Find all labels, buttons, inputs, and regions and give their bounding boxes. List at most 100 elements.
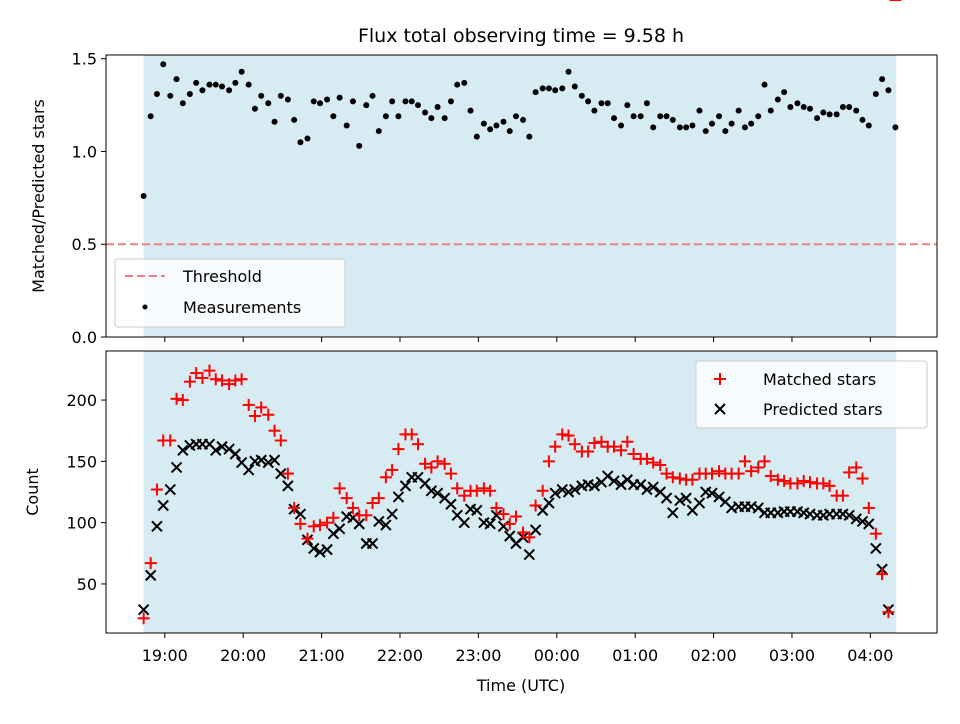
measurement-point xyxy=(552,87,559,94)
measurement-point xyxy=(741,124,748,131)
measurement-point xyxy=(833,111,840,118)
predicted-stars-point xyxy=(674,494,686,507)
matched-stars-point xyxy=(235,373,248,386)
matched-stars-point xyxy=(529,499,542,512)
matched-stars-point xyxy=(307,520,320,533)
matched-stars-point xyxy=(314,519,327,532)
matched-stars-point xyxy=(595,435,608,448)
matched-stars-point xyxy=(137,612,150,625)
matched-stars-point xyxy=(627,447,640,460)
predicted-stars-point xyxy=(373,515,385,528)
bottom-y-tick-label: 50 xyxy=(77,575,97,594)
measurement-point xyxy=(545,85,552,92)
matched-stars-point xyxy=(170,392,183,405)
top-y-axis-label: Matched/Predicted stars xyxy=(29,99,48,293)
measurement-point xyxy=(212,81,219,88)
measurement-point xyxy=(702,128,709,135)
x-tick-label: 03:00 xyxy=(769,646,815,665)
x-tick-label: 01:00 xyxy=(612,646,658,665)
predicted-stars-point xyxy=(543,497,555,509)
measurement-point xyxy=(748,120,755,127)
measurement-point xyxy=(872,90,879,97)
matched-stars-point xyxy=(862,501,875,514)
top-y-tick-label: 1.0 xyxy=(72,142,97,161)
predicted-stars-point xyxy=(549,487,561,499)
predicted-stars-point xyxy=(863,518,875,530)
predicted-stars-point xyxy=(856,515,869,528)
predicted-stars-point xyxy=(490,509,503,522)
measurement-point xyxy=(624,102,631,109)
predicted-stars-point xyxy=(608,475,620,487)
predicted-stars-point xyxy=(843,509,855,522)
measurement-point xyxy=(865,122,872,129)
bottom-y-axis-label: Count xyxy=(23,468,42,516)
matched-stars-point xyxy=(608,440,621,453)
matched-stars-point xyxy=(706,467,719,480)
measurement-point xyxy=(879,76,886,83)
matched-stars-point xyxy=(248,409,261,422)
matched-stars-point xyxy=(640,452,653,465)
measurement-point xyxy=(643,100,650,107)
predicted-stars-point xyxy=(268,454,281,466)
predicted-stars-point xyxy=(170,461,183,474)
measurement-point xyxy=(859,116,866,123)
matched-stars-point xyxy=(771,473,784,486)
matched-stars-point xyxy=(470,484,483,497)
predicted-stars-point xyxy=(647,481,659,493)
legend-predicted-swatch xyxy=(714,403,726,415)
measurement-point xyxy=(774,96,781,103)
measurement-point xyxy=(781,89,788,96)
matched-stars-point xyxy=(738,455,751,468)
bottom-x-axis: 19:00 20:00 21:00 22:00 23:00 00:00 01:00 02:00… xyxy=(142,633,893,665)
matched-stars-point xyxy=(582,445,595,458)
legend-measurements-swatch xyxy=(142,304,148,310)
measurement-point xyxy=(147,113,154,120)
measurement-point xyxy=(846,103,853,110)
measurement-point xyxy=(160,61,167,68)
matched-stars-point xyxy=(778,474,791,487)
matched-stars-point xyxy=(536,484,549,497)
measurement-point xyxy=(755,113,762,120)
measurement-point xyxy=(199,87,206,94)
measurement-point xyxy=(343,122,350,129)
matched-stars-point xyxy=(654,459,667,472)
measurement-point xyxy=(696,107,703,114)
predicted-stars-point xyxy=(392,491,405,503)
matched-stars-point xyxy=(333,482,346,495)
matched-stars-point xyxy=(523,531,536,544)
measurement-point xyxy=(304,135,311,142)
matched-stars-point xyxy=(843,466,856,479)
matched-stars-point xyxy=(477,482,490,495)
matched-stars-point xyxy=(752,461,765,474)
x-tick-label: 22:00 xyxy=(377,646,423,665)
matched-stars-point xyxy=(301,532,314,545)
chart-title: Flux total observing time = 9.58 h xyxy=(358,25,684,47)
predicted-stars-point xyxy=(680,492,692,504)
matched-stars-point xyxy=(817,477,830,490)
measurement-point xyxy=(382,113,389,120)
matched-stars-point xyxy=(294,517,307,530)
measurement-point xyxy=(153,90,160,97)
measurement-point xyxy=(277,92,284,99)
measurement-point xyxy=(473,133,480,140)
predicted-stars-point xyxy=(556,483,568,496)
predicted-stars-point xyxy=(431,487,444,499)
matched-stars-point xyxy=(366,497,379,510)
matched-stars-point xyxy=(510,510,523,523)
measurement-point xyxy=(676,124,683,131)
measurement-point xyxy=(500,118,507,125)
predicted-stars-point xyxy=(706,487,718,499)
measurement-point xyxy=(618,122,625,129)
measurement-point xyxy=(193,79,200,86)
matched-stars-point xyxy=(673,472,686,485)
measurement-point xyxy=(663,113,670,120)
bottom-panel: 50 100 150 200 19:00 20:00 21:00 22:00 23:00 00:… xyxy=(23,0,938,695)
matched-stars-point xyxy=(327,511,340,524)
x-tick-label: 00:00 xyxy=(534,646,580,665)
matched-stars-point xyxy=(882,606,895,619)
matched-stars-point xyxy=(405,428,418,441)
matched-stars-point xyxy=(549,440,562,453)
matched-stars-point xyxy=(542,455,555,468)
measurement-point xyxy=(735,107,742,114)
matched-stars-point xyxy=(797,474,810,487)
